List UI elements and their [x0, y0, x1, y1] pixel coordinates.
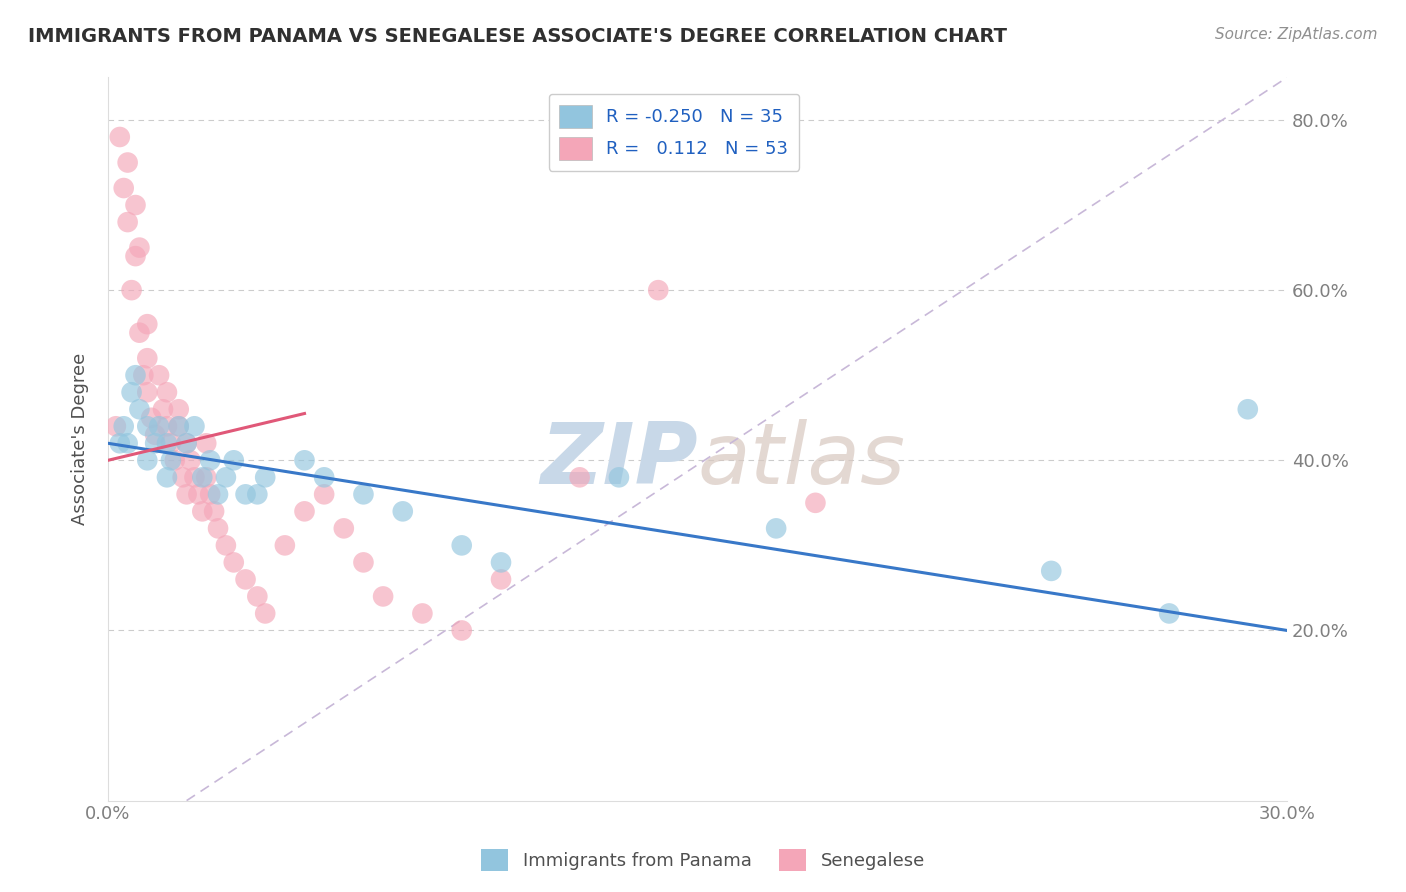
Point: [274, 538, 297, 552]
Point: [222, 453, 245, 467]
Point: [117, 436, 139, 450]
Point: [176, 436, 198, 450]
Point: [176, 487, 198, 501]
Point: [163, 453, 186, 467]
Point: [294, 453, 316, 467]
Point: [136, 385, 159, 400]
Point: [117, 155, 139, 169]
Point: [124, 198, 146, 212]
Point: [314, 470, 336, 484]
Point: [191, 470, 214, 484]
Point: [450, 624, 472, 638]
Point: [136, 453, 159, 467]
Point: [198, 453, 221, 467]
Point: [411, 607, 433, 621]
Point: [176, 436, 198, 450]
Point: [128, 402, 150, 417]
Point: [765, 521, 787, 535]
Text: IMMIGRANTS FROM PANAMA VS SENEGALESE ASSOCIATE'S DEGREE CORRELATION CHART: IMMIGRANTS FROM PANAMA VS SENEGALESE ASS…: [28, 27, 1007, 45]
Point: [1159, 607, 1181, 621]
Point: [1040, 564, 1063, 578]
Point: [187, 487, 209, 501]
Point: [1236, 402, 1258, 417]
Point: [314, 487, 336, 501]
Point: [124, 368, 146, 383]
Legend: R = -0.250   N = 35, R =   0.112   N = 53: R = -0.250 N = 35, R = 0.112 N = 53: [548, 94, 799, 170]
Point: [183, 419, 205, 434]
Text: atlas: atlas: [697, 419, 905, 502]
Point: [235, 573, 257, 587]
Point: [121, 385, 143, 400]
Point: [222, 555, 245, 569]
Point: [195, 470, 218, 484]
Point: [183, 470, 205, 484]
Point: [804, 496, 827, 510]
Point: [160, 436, 183, 450]
Point: [132, 368, 155, 383]
Point: [235, 487, 257, 501]
Point: [117, 215, 139, 229]
Point: [450, 538, 472, 552]
Point: [202, 504, 225, 518]
Point: [254, 470, 277, 484]
Point: [124, 249, 146, 263]
Text: Source: ZipAtlas.com: Source: ZipAtlas.com: [1215, 27, 1378, 42]
Point: [489, 555, 512, 569]
Point: [294, 504, 316, 518]
Point: [489, 573, 512, 587]
Point: [191, 504, 214, 518]
Point: [353, 487, 375, 501]
Point: [207, 487, 229, 501]
Point: [333, 521, 356, 535]
Point: [156, 436, 179, 450]
Point: [254, 607, 277, 621]
Point: [198, 487, 221, 501]
Point: [647, 283, 669, 297]
Y-axis label: Associate's Degree: Associate's Degree: [72, 353, 89, 525]
Point: [167, 419, 190, 434]
Point: [104, 419, 127, 434]
Point: [167, 419, 190, 434]
Point: [172, 470, 194, 484]
Point: [215, 538, 238, 552]
Point: [141, 410, 163, 425]
Point: [152, 402, 174, 417]
Point: [136, 419, 159, 434]
Point: [156, 419, 179, 434]
Point: [148, 368, 170, 383]
Point: [136, 317, 159, 331]
Point: [353, 555, 375, 569]
Point: [143, 427, 166, 442]
Point: [121, 283, 143, 297]
Point: [215, 470, 238, 484]
Point: [136, 351, 159, 366]
Point: [180, 453, 202, 467]
Point: [160, 453, 183, 467]
Point: [246, 590, 269, 604]
Point: [112, 181, 135, 195]
Point: [108, 130, 131, 145]
Point: [246, 487, 269, 501]
Text: ZIP: ZIP: [540, 419, 697, 502]
Point: [371, 590, 394, 604]
Point: [568, 470, 591, 484]
Legend: Immigrants from Panama, Senegalese: Immigrants from Panama, Senegalese: [474, 842, 932, 879]
Point: [167, 402, 190, 417]
Point: [128, 326, 150, 340]
Point: [391, 504, 413, 518]
Point: [128, 241, 150, 255]
Point: [143, 436, 166, 450]
Point: [148, 419, 170, 434]
Point: [156, 385, 179, 400]
Point: [195, 436, 218, 450]
Point: [156, 470, 179, 484]
Point: [112, 419, 135, 434]
Point: [207, 521, 229, 535]
Point: [108, 436, 131, 450]
Point: [607, 470, 630, 484]
